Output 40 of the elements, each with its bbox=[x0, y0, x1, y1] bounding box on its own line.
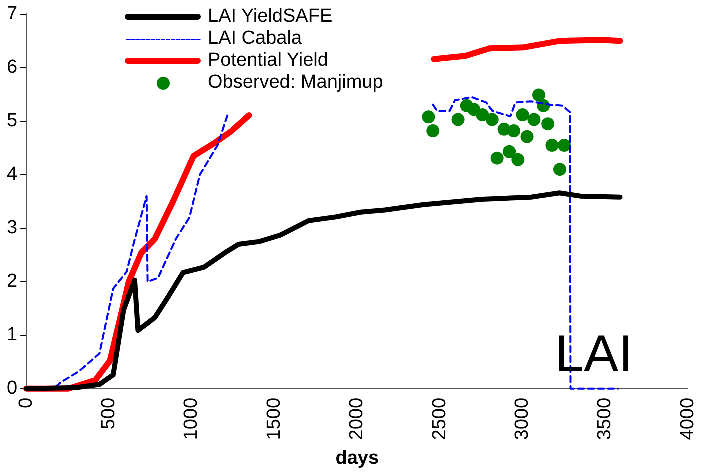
legend-label: LAI YieldSAFE bbox=[208, 6, 333, 28]
x-tick-label: 2500 bbox=[429, 398, 450, 440]
annotation: LAI bbox=[555, 325, 634, 384]
x-tick-label: 0 bbox=[16, 398, 37, 409]
point bbox=[520, 130, 534, 144]
x-axis-title: days bbox=[336, 448, 380, 469]
y-tick-label: 5 bbox=[6, 110, 18, 132]
x-tick-label: 500 bbox=[98, 398, 120, 430]
point bbox=[558, 138, 571, 152]
x-tick-label: 4000 bbox=[677, 398, 698, 440]
x-tick-label: 3000 bbox=[512, 398, 534, 440]
legend-label: Observed: Manjimup bbox=[208, 72, 384, 94]
point bbox=[554, 163, 567, 176]
point bbox=[546, 138, 559, 152]
point bbox=[426, 124, 440, 138]
point bbox=[516, 108, 530, 122]
x-tick-label: 2000 bbox=[346, 398, 368, 440]
point bbox=[452, 113, 465, 126]
y-tick-label: 6 bbox=[6, 57, 18, 78]
y-tick-label: 3 bbox=[6, 218, 18, 239]
y-tick-label: 4 bbox=[6, 164, 18, 186]
y-tick-label: 0 bbox=[6, 378, 18, 400]
y-tick-label: 2 bbox=[6, 271, 18, 292]
point bbox=[542, 118, 555, 131]
point bbox=[486, 113, 499, 126]
x-tick-label: 3500 bbox=[594, 398, 616, 440]
y-tick-label: 7 bbox=[6, 4, 18, 25]
y-tick-label: 1 bbox=[6, 324, 18, 346]
point bbox=[512, 153, 525, 166]
x-tick-label: 1000 bbox=[181, 398, 202, 440]
x-tick-label: 1500 bbox=[264, 398, 285, 440]
legend-label: Potential Yield bbox=[208, 50, 328, 72]
point bbox=[508, 124, 521, 138]
point bbox=[532, 88, 546, 102]
legend-label: LAI Cabala bbox=[208, 28, 302, 50]
point bbox=[476, 108, 490, 122]
point bbox=[422, 110, 436, 124]
point bbox=[528, 113, 541, 126]
point bbox=[490, 152, 504, 165]
point bbox=[503, 145, 516, 158]
